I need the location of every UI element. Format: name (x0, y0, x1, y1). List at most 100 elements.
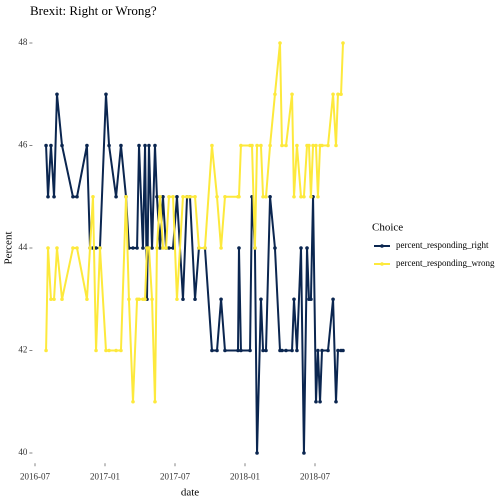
data-point (255, 451, 259, 455)
data-point (55, 92, 59, 96)
data-point (71, 246, 75, 250)
data-point (239, 349, 243, 353)
data-point (215, 349, 219, 353)
y-tick-label: 40 (18, 447, 28, 457)
data-point (239, 144, 243, 148)
data-point (52, 195, 56, 199)
data-point (223, 195, 227, 199)
data-point (326, 144, 330, 148)
series-line (46, 94, 343, 453)
legend-key-point (380, 244, 384, 248)
data-point (264, 195, 268, 199)
data-point (167, 195, 171, 199)
series-line (46, 43, 343, 402)
data-point (309, 297, 313, 301)
data-point (171, 195, 175, 199)
x-tick-label: 2017-01 (90, 471, 120, 481)
data-point (334, 144, 338, 148)
data-point (104, 349, 108, 353)
data-point (336, 349, 340, 353)
data-point (250, 144, 254, 148)
data-point (124, 195, 128, 199)
data-point (155, 195, 159, 199)
data-point (273, 92, 277, 96)
data-point (49, 144, 53, 148)
data-point (268, 144, 272, 148)
data-point (131, 246, 135, 250)
data-point (318, 400, 322, 404)
data-point (264, 349, 268, 353)
data-point (314, 144, 318, 148)
y-tick-label: 46 (18, 140, 28, 150)
data-point (273, 246, 277, 250)
data-point (143, 144, 147, 148)
x-axis-title: date (181, 487, 199, 499)
y-tick-label: 48 (18, 37, 28, 47)
x-tick-label: 2018-07 (300, 471, 330, 481)
data-point (215, 195, 219, 199)
data-point (307, 144, 311, 148)
data-point (137, 297, 141, 301)
data-point (143, 297, 147, 301)
data-point (104, 92, 108, 96)
data-point (331, 297, 335, 301)
data-point (164, 246, 168, 250)
data-point (316, 195, 320, 199)
data-point (71, 195, 75, 199)
data-point (248, 349, 252, 353)
data-point (280, 349, 284, 353)
data-point (158, 195, 162, 199)
data-point (320, 349, 324, 353)
chart-title: Brexit: Right or Wrong? (30, 3, 157, 18)
data-point (119, 349, 123, 353)
x-tick-label: 2016-07 (20, 471, 50, 481)
data-point (302, 451, 306, 455)
data-point (107, 144, 111, 148)
data-point (290, 349, 294, 353)
data-point (339, 92, 343, 96)
data-point (175, 297, 179, 301)
y-axis-title: Percent (3, 232, 15, 265)
data-point (127, 297, 131, 301)
data-point (55, 246, 59, 250)
data-point (193, 195, 197, 199)
data-point (49, 297, 53, 301)
y-tick-label: 44 (18, 242, 28, 252)
data-point (91, 195, 95, 199)
data-point (141, 246, 145, 250)
data-point (147, 246, 151, 250)
data-point (237, 246, 241, 250)
data-point (210, 349, 214, 353)
x-tick-label: 2017-07 (160, 471, 190, 481)
data-point (326, 349, 330, 353)
data-point (341, 349, 345, 353)
data-point (155, 246, 159, 250)
legend-label: percent_responding_right (396, 240, 489, 250)
legend-title: Choice (372, 222, 403, 234)
data-point (305, 246, 309, 250)
data-point (150, 246, 154, 250)
data-point (52, 297, 56, 301)
data-point (280, 144, 284, 148)
data-point (334, 400, 338, 404)
data-point (85, 297, 89, 301)
data-point (309, 195, 313, 199)
data-point (268, 195, 272, 199)
data-point (203, 246, 207, 250)
data-point (299, 246, 303, 250)
y-tick-label: 42 (18, 345, 27, 355)
data-point (259, 144, 263, 148)
data-point (292, 195, 296, 199)
data-point (331, 92, 335, 96)
data-point (302, 195, 306, 199)
data-point (320, 144, 324, 148)
data-point (85, 144, 89, 148)
data-point (98, 246, 102, 250)
data-point (60, 297, 64, 301)
legend-key-point (380, 262, 384, 266)
data-point (46, 246, 50, 250)
data-point (75, 195, 79, 199)
data-point (114, 195, 118, 199)
data-point (161, 246, 165, 250)
data-point (60, 144, 64, 148)
